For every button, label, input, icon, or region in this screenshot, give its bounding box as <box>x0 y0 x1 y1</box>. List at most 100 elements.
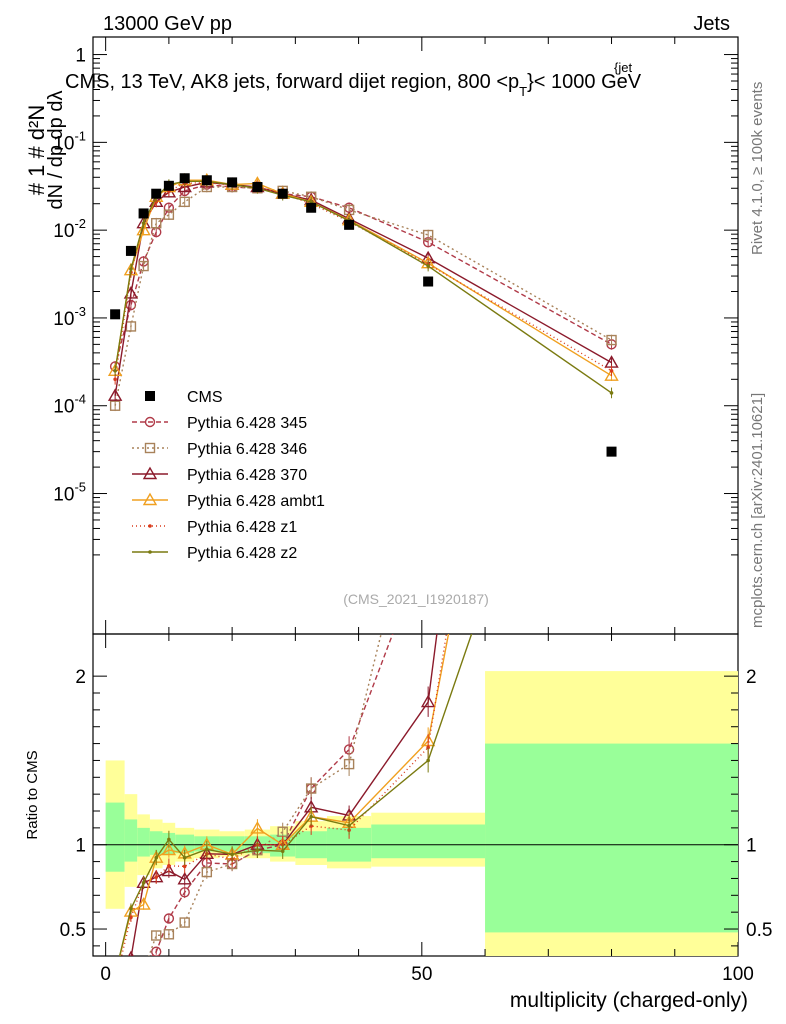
side-version: Rivet 4.1.0, ≥ 100k events <box>749 82 766 255</box>
legend: CMS Pythia 6.428 345 Pythia 6.428 346 Pythi… <box>132 389 325 562</box>
series-point-ratio <box>129 915 133 920</box>
series-line-ratio <box>118 634 473 956</box>
cms-data-point <box>306 202 317 213</box>
stat-unc-band <box>137 827 150 857</box>
stat-unc-band <box>371 824 486 859</box>
series-point-ratio <box>167 837 171 842</box>
series-line-main <box>114 183 612 367</box>
cms-data-point <box>344 219 355 230</box>
cms-data-point <box>163 180 174 191</box>
ratio-y-tick-label: 0.5 <box>60 920 86 941</box>
series-point-ratio <box>182 864 187 869</box>
stat-unc-band <box>149 831 163 855</box>
cms-data-point <box>151 188 162 199</box>
series-line-main <box>114 180 612 394</box>
series-point-ratio <box>167 864 171 868</box>
legend-label: Pythia 6.428 z2 <box>187 545 297 562</box>
series-point-ratio <box>250 821 265 834</box>
series-point-ratio <box>154 875 159 879</box>
series-point-ratio <box>201 866 213 878</box>
cms-data-point <box>227 177 238 188</box>
series-line-ratio <box>151 634 394 956</box>
series-line-main <box>114 181 612 396</box>
stat-unc-band <box>175 834 195 854</box>
main-y-tick-label: 1 <box>75 46 86 67</box>
series-point-main <box>113 377 117 382</box>
series-point-ratio <box>139 961 148 970</box>
stat-unc-band <box>485 743 738 933</box>
legend-label: Pythia 6.428 345 <box>187 415 307 432</box>
series-point-ratio <box>139 966 148 975</box>
analysis-id: (CMS_2021_I1920187) <box>343 591 489 607</box>
ratio-y-tick-label-right: 0.5 <box>746 920 772 941</box>
legend-marker <box>142 466 158 480</box>
main-y-tick-label: 10-5 <box>53 480 86 506</box>
legend-marker <box>144 416 156 428</box>
series-point-ratio <box>141 881 146 885</box>
ratio-ylabel: Ratio to CMS <box>24 750 41 839</box>
stat-unc-band <box>105 802 125 872</box>
cms-data-point <box>179 173 190 184</box>
series-line-ratio <box>119 634 450 956</box>
series-line-ratio <box>148 634 382 956</box>
series-point-ratio <box>136 897 151 910</box>
series-point-ratio <box>154 855 159 860</box>
main-y-tick-label: 10-1 <box>53 128 86 154</box>
legend-marker <box>144 442 156 454</box>
series-point-ratio <box>255 848 260 852</box>
category-label: Jets <box>693 13 730 35</box>
ratio-y-tick-label: 1 <box>75 836 86 857</box>
legend-marker <box>148 524 152 528</box>
series-point-ratio <box>610 225 614 229</box>
cms-data-point <box>423 276 434 287</box>
legend-label: Pythia 6.428 z1 <box>187 519 297 536</box>
series-point-main <box>125 299 137 311</box>
series-point-main <box>609 391 614 395</box>
series-point-ratio <box>426 758 430 763</box>
plot-title: CMS, 13 TeV, AK8 jets, forward dijet reg… <box>65 71 642 99</box>
svg-text:# 1 # d²N: # 1 # d²N <box>24 105 49 196</box>
beam-label: 13000 GeV pp <box>103 13 232 35</box>
series-point-main <box>136 222 151 236</box>
series-point-main <box>426 264 430 268</box>
series-point-ratio <box>424 438 433 447</box>
cms-data-point <box>252 182 263 193</box>
series-point-ratio <box>205 847 209 852</box>
series-point-ratio <box>109 987 121 998</box>
series-point-ratio <box>230 852 234 857</box>
x-tick-label: 100 <box>722 964 754 985</box>
cms-data-point <box>110 309 121 320</box>
svg-text:dN / dp dp dλ: dN / dp dp dλ <box>45 91 67 210</box>
cms-data-point <box>606 446 617 457</box>
legend-label: Pythia 6.428 346 <box>187 441 307 458</box>
series-point-main <box>113 368 117 373</box>
main-ylabel: # 1 # d²N dN / dp dp dλ <box>24 91 67 210</box>
series-point-ratio <box>277 826 288 837</box>
series-point-ratio <box>127 950 134 956</box>
series-point-ratio <box>305 783 317 794</box>
ratio-y-tick-label-right: 1 <box>746 836 757 857</box>
series-point-ratio <box>161 863 177 877</box>
series-point-ratio <box>280 849 285 854</box>
series-point-main <box>109 400 121 411</box>
series-point-main <box>609 368 614 373</box>
stat-unc-band <box>124 819 138 862</box>
series-point-main <box>179 196 190 208</box>
series-point-main <box>107 388 123 401</box>
legend-marker <box>148 550 152 554</box>
series-point-ratio <box>424 535 433 544</box>
main-y-tick-label: 10-4 <box>53 392 86 418</box>
series-point-ratio <box>309 814 313 819</box>
main-y-tick-label: 10-2 <box>53 216 86 242</box>
series-point-ratio <box>347 823 351 828</box>
series-point-ratio <box>151 930 162 941</box>
series-point-main <box>129 267 133 271</box>
series-point-ratio <box>163 929 175 940</box>
series-point-ratio <box>113 981 117 985</box>
series-point-ratio <box>113 973 117 977</box>
ratio-plot-area <box>93 225 738 1002</box>
series-point-ratio <box>151 946 162 956</box>
series-point-ratio <box>111 993 120 1002</box>
cms-data-point <box>138 208 149 219</box>
